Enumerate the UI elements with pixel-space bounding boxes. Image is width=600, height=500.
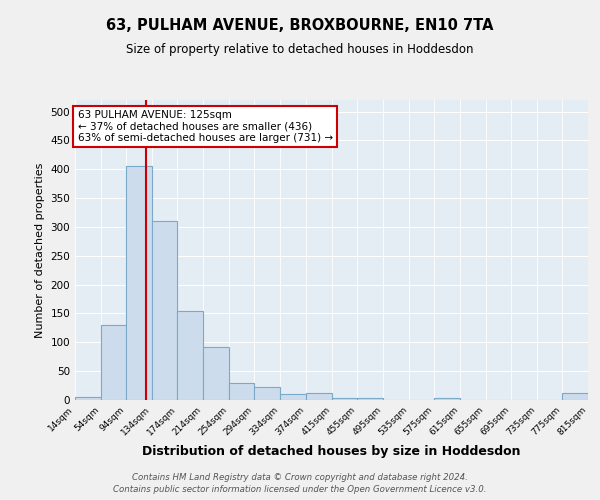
Bar: [332, 398, 358, 400]
Text: Size of property relative to detached houses in Hoddesdon: Size of property relative to detached ho…: [126, 42, 474, 56]
Bar: [203, 347, 229, 400]
Bar: [178, 310, 203, 400]
Bar: [562, 392, 588, 400]
Bar: [126, 166, 152, 400]
Bar: [434, 398, 460, 400]
Text: 63, PULHAM AVENUE, BROXBOURNE, EN10 7TA: 63, PULHAM AVENUE, BROXBOURNE, EN10 7TA: [106, 18, 494, 32]
X-axis label: Distribution of detached houses by size in Hoddesdon: Distribution of detached houses by size …: [142, 446, 521, 458]
Text: Contains HM Land Registry data © Crown copyright and database right 2024.: Contains HM Land Registry data © Crown c…: [132, 472, 468, 482]
Bar: [358, 398, 383, 400]
Bar: [305, 392, 332, 400]
Bar: [75, 397, 101, 400]
Text: Contains public sector information licensed under the Open Government Licence v3: Contains public sector information licen…: [113, 485, 487, 494]
Text: 63 PULHAM AVENUE: 125sqm
← 37% of detached houses are smaller (436)
63% of semi-: 63 PULHAM AVENUE: 125sqm ← 37% of detach…: [77, 110, 332, 143]
Y-axis label: Number of detached properties: Number of detached properties: [35, 162, 45, 338]
Bar: [229, 382, 254, 400]
Bar: [254, 386, 280, 400]
Bar: [152, 221, 178, 400]
Bar: [280, 394, 305, 400]
Bar: [101, 325, 126, 400]
